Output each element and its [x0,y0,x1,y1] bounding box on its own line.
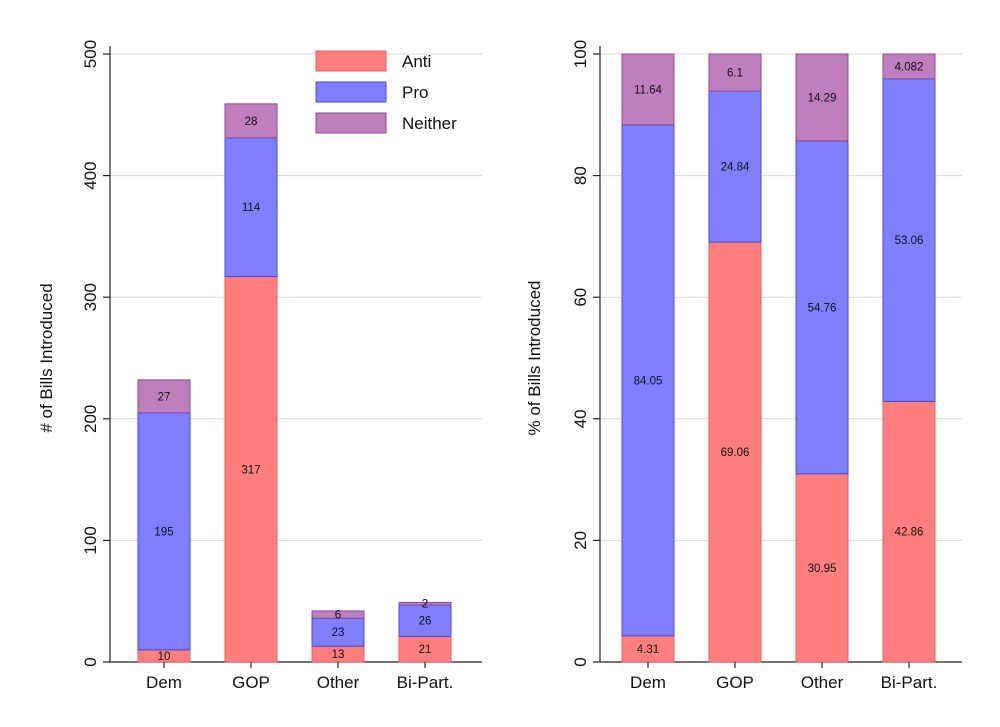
y-axis-title: % of Bills Introduced [525,281,544,436]
bar-dem-neither [621,53,675,126]
data-label-other-anti: 13 [332,649,345,661]
bar-bi-part-anti [882,400,936,663]
y-tick-label: 0 [571,657,590,666]
y-tick-label: 40 [571,409,590,428]
bar-other-pro [795,140,849,475]
bar-other-anti [795,473,849,663]
chart-counts: 0 100 200 300 400 500 # of Bills Introduced 10 1… [37,40,482,692]
bar-gop-anti [224,276,278,663]
bar-other-neither [795,53,849,142]
data-label-gop-anti: 317 [241,464,260,476]
data-label-dem-pro: 195 [154,526,173,538]
bar-gop-neither [708,53,762,92]
legend-label-anti: Anti [402,52,431,71]
y-tick-label: 80 [571,166,590,185]
legend-label-neither: Neither [402,114,457,133]
bar-bi-part-neither [882,53,936,80]
data-label-bi-part-neither: 4.082 [895,61,924,73]
y-tick-label: 300 [81,283,100,311]
legend-label-pro: Pro [402,83,428,102]
data-label-bi-part-anti: 21 [419,644,432,656]
data-label-gop-pro: 24.84 [721,162,750,174]
x-tick-label-dem: Dem [146,673,182,692]
bar-dem-pro [137,412,191,651]
bar-other-neither [311,610,365,619]
y-tick-label: 60 [571,288,590,307]
x-tick-label-other: Other [801,673,844,692]
bar-bi-part-pro [882,78,936,402]
bar-dem-neither [137,379,191,414]
data-label-other-anti: 30.95 [808,563,837,575]
legend-swatch-pro [315,81,387,103]
data-label-gop-pro: 114 [242,202,261,214]
chart-percentages: 0 20 40 60 80 100 % of Bills Introduced 4.31 84.… [525,40,962,692]
bar-other-pro [311,617,365,647]
data-label-other-pro: 23 [332,627,345,639]
data-label-dem-pro: 84.05 [634,375,663,387]
legend-swatch-anti [315,50,387,72]
legend-swatch-neither [315,112,387,134]
data-label-bi-part-pro: 26 [419,616,432,628]
data-label-dem-anti: 4.31 [637,644,659,656]
data-label-gop-anti: 69.06 [721,447,750,459]
x-tick-label-gop: GOP [716,673,754,692]
data-label-gop-neither: 28 [245,116,258,128]
data-label-other-neither: 14.29 [808,92,837,104]
bar-dem-pro [621,124,675,637]
y-tick-label: 0 [81,657,100,666]
y-tick-label: 200 [81,405,100,433]
bar-dem-anti [621,635,675,663]
y-tick-label: 20 [571,531,590,550]
data-label-gop-neither: 6.1 [727,68,743,80]
x-tick-label-bi-part: Bi-Part. [397,673,454,692]
data-label-dem-anti: 10 [158,651,171,663]
bar-gop-pro [708,90,762,243]
bar-bi-part-neither [398,601,452,606]
y-tick-label: 100 [571,40,590,68]
data-label-dem-neither: 11.64 [634,84,663,96]
data-label-dem-neither: 27 [158,391,171,403]
y-axis-title: # of Bills Introduced [37,283,56,432]
y-tick-label: 500 [81,40,100,68]
data-label-bi-part-anti: 42.86 [895,527,924,539]
bar-gop-pro [224,137,278,278]
data-label-other-pro: 54.76 [808,302,837,314]
legend: Anti Pro Neither [315,50,457,134]
x-tick-label-dem: Dem [630,673,666,692]
bar-bi-part-pro [398,604,452,637]
x-tick-label-other: Other [317,673,360,692]
data-label-other-neither: 6 [335,610,341,622]
bar-gop-neither [224,103,278,139]
y-tick-label: 100 [81,526,100,554]
y-tick-label: 400 [81,161,100,189]
data-label-bi-part-pro: 53.06 [895,235,924,247]
x-tick-label-bi-part: Bi-Part. [881,673,938,692]
data-label-bi-part-neither: 2 [422,599,428,611]
x-tick-label-gop: GOP [232,673,270,692]
